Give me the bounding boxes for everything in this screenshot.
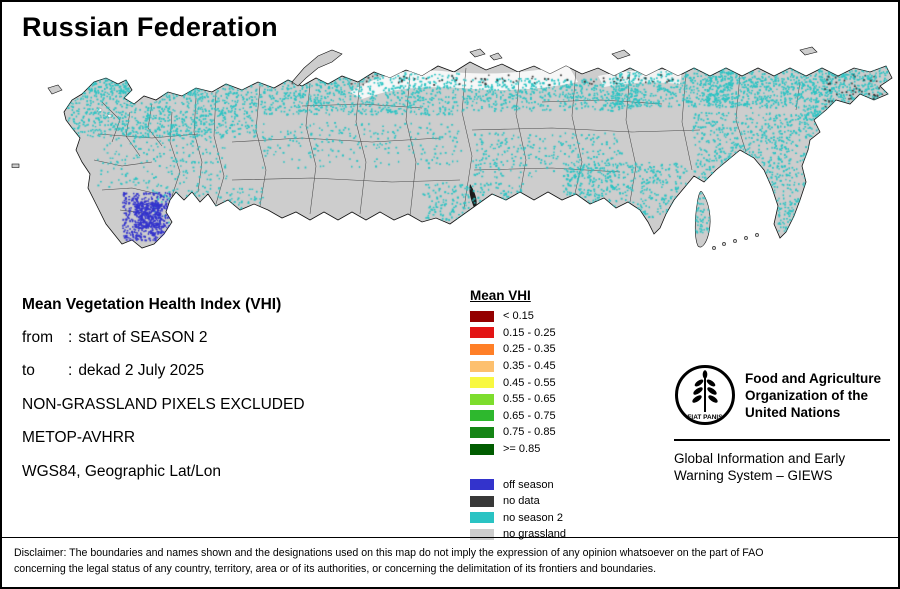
map-speckle-layer — [2, 42, 898, 284]
legend-label: 0.55 - 0.65 — [503, 393, 556, 406]
legend-row-vhi-7: 0.75 - 0.85 — [470, 424, 566, 441]
org-name-line: United Nations — [745, 405, 841, 420]
organization-block: FIAT PANIS Food and Agriculture Organiza… — [674, 364, 892, 484]
legend-swatch — [470, 377, 494, 389]
legend-row-vhi-3: 0.35 - 0.45 — [470, 358, 566, 375]
legend-swatch — [470, 512, 494, 524]
legend-swatch — [470, 360, 494, 372]
legend-group-gap — [470, 457, 566, 476]
legend-label: off season — [503, 478, 554, 491]
giews-subtitle: Global Information and Early Warning Sys… — [674, 450, 892, 484]
fao-logo-icon: FIAT PANIS — [675, 365, 735, 425]
info-row-from-value: start of SEASON 2 — [78, 329, 208, 347]
legend-row-vhi-2: 0.25 - 0.35 — [470, 341, 566, 358]
legend-row-vhi-8: >= 0.85 — [470, 441, 566, 458]
giews-subtitle-line: Global Information and Early — [674, 451, 846, 466]
legend-label: 0.45 - 0.55 — [503, 376, 556, 389]
legend-label: 0.75 - 0.85 — [503, 426, 556, 439]
legend-title: Mean VHI — [470, 288, 531, 303]
legend-label: 0.25 - 0.35 — [503, 343, 556, 356]
legend-swatch — [470, 443, 494, 455]
org-name-line: Organization of the — [745, 388, 868, 403]
legend-swatch — [470, 410, 494, 422]
legend-swatch — [470, 393, 494, 405]
fao-lockup: FIAT PANIS Food and Agriculture Organiza… — [674, 364, 892, 426]
info-heading: Mean Vegetation Health Index (VHI) — [22, 295, 282, 313]
legend-row-off-season: off season — [470, 476, 566, 493]
legend-row-vhi-0: < 0.15 — [470, 308, 566, 325]
info-row-from-label: from — [22, 329, 53, 347]
legend-row-vhi-4: 0.45 - 0.55 — [470, 374, 566, 391]
info-line-exclusion: NON-GRASSLAND PIXELS EXCLUDED — [22, 395, 305, 413]
legend-swatch — [470, 426, 494, 438]
giews-subtitle-line: Warning System – GIEWS — [674, 468, 833, 483]
org-name-line: Food and Agriculture — [745, 371, 881, 386]
legend-swatch — [470, 343, 494, 355]
info-line-projection: WGS84, Geographic Lat/Lon — [22, 462, 222, 480]
legend-row-vhi-6: 0.65 - 0.75 — [470, 408, 566, 425]
legend-swatch — [470, 528, 494, 540]
legend-row-no-season-2: no season 2 — [470, 510, 566, 527]
legend-label: 0.35 - 0.45 — [503, 360, 556, 373]
info-row-to: to : dekad 2 July 2025 — [22, 355, 462, 388]
legend-row-vhi-1: 0.15 - 0.25 — [470, 325, 566, 342]
org-name: Food and Agriculture Organization of the… — [745, 364, 881, 421]
legend-swatch — [470, 310, 494, 322]
legend-label: 0.15 - 0.25 — [503, 326, 556, 339]
info-row-from: from : start of SEASON 2 — [22, 321, 462, 354]
legend-label: < 0.15 — [503, 310, 534, 323]
info-row-to-separator: : — [68, 362, 73, 380]
legend-label: no season 2 — [503, 511, 563, 524]
legend-label: >= 0.85 — [503, 443, 541, 456]
legend-swatch — [470, 327, 494, 339]
disclaimer-line: Disclaimer: The boundaries and names sho… — [14, 547, 764, 559]
disclaimer: Disclaimer: The boundaries and names sho… — [2, 537, 898, 587]
info-row-to-value: dekad 2 July 2025 — [78, 362, 205, 380]
legend: Mean VHI < 0.15 0.15 - 0.25 0.25 - 0.35 … — [470, 288, 566, 543]
legend-swatch — [470, 495, 494, 507]
legend-row-vhi-5: 0.55 - 0.65 — [470, 391, 566, 408]
map-info-block: Mean Vegetation Health Index (VHI) from … — [22, 288, 462, 488]
org-divider — [674, 439, 890, 441]
info-row-to-label: to — [22, 362, 35, 380]
fao-logo-motto: FIAT PANIS — [687, 414, 723, 421]
legend-label: no data — [503, 495, 540, 508]
disclaimer-line: concerning the legal status of any count… — [14, 562, 657, 575]
legend-label: 0.65 - 0.75 — [503, 409, 556, 422]
map-area — [2, 42, 898, 284]
info-row-from-separator: : — [68, 329, 73, 347]
legend-row-no-data: no data — [470, 493, 566, 510]
page-title: Russian Federation — [22, 12, 278, 42]
legend-swatch — [470, 479, 494, 491]
info-line-sensor: METOP-AVHRR — [22, 429, 136, 447]
